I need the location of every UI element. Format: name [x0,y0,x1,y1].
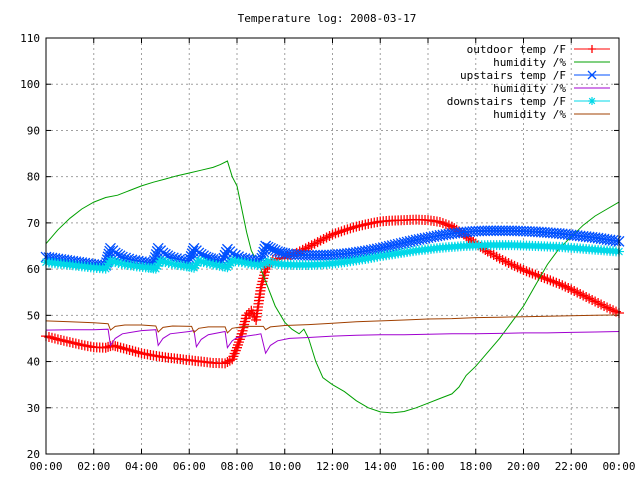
data-point [152,261,163,272]
y-tick-label: 70 [27,217,40,230]
legend-label: humidity /% [493,56,566,69]
x-tick-label: 06:00 [173,460,206,473]
legend-label: outdoor temp /F [467,43,566,56]
data-point [255,260,266,271]
data-point [157,256,168,267]
data-point [265,257,276,268]
data-point [193,255,204,266]
x-tick-label: 18:00 [459,460,492,473]
data-point [208,259,219,270]
axes: 20 30 40 50 60 70 80 90 100 110 00:00 02:00 04:00 06:… [20,32,635,473]
x-tick-label: 02:00 [77,460,110,473]
y-tick-label: 50 [27,309,40,322]
x-tick-label: 08:00 [220,460,253,473]
data-point [100,263,111,274]
data-point [102,261,113,272]
data-point [155,255,166,266]
data-point [211,260,222,271]
x-tick-label: 14:00 [364,460,397,473]
data-point [201,257,212,268]
data-point [222,357,233,368]
series-0 [41,214,624,369]
y-tick-label: 40 [27,356,40,369]
y-tick-label: 60 [27,263,40,276]
data-point [236,257,247,268]
data-point [220,246,232,258]
x-tick-label: 20:00 [507,460,540,473]
data-point [105,255,116,266]
legend-marker [587,70,597,80]
x-tick-label: 22:00 [555,460,588,473]
data-point [260,257,271,268]
data-point [100,342,111,353]
x-tick-label: 00:00 [602,460,635,473]
data-point [103,258,114,269]
data-point [196,256,207,267]
data-point [113,257,124,268]
data-point [107,256,118,267]
legend-label: humidity /% [493,82,566,95]
data-point [110,341,121,352]
y-tick-label: 80 [27,171,40,184]
data-point [162,250,174,262]
data-point [116,258,127,269]
data-point [214,260,225,271]
data-point [258,259,269,270]
data-point [160,257,171,268]
y-tick-label: 90 [27,124,40,137]
x-tick-label: 16:00 [411,460,444,473]
data-point [263,256,274,267]
legend-marker [588,45,596,53]
x-tick-label: 10:00 [268,460,301,473]
series-lines [40,160,625,414]
data-point [114,250,126,262]
y-tick-label: 100 [20,78,40,91]
y-tick-label: 20 [27,448,40,461]
data-point [103,341,114,352]
data-point [187,245,199,257]
x-tick-label: 12:00 [316,460,349,473]
data-point [267,257,278,268]
series-line [45,328,620,355]
y-tick-label: 110 [20,32,40,45]
data-point [198,257,209,268]
data-point [239,257,250,268]
data-point [241,310,252,321]
x-tick-label: 00:00 [29,460,62,473]
plot-frame [45,37,620,455]
legend-marker [588,97,596,105]
data-point [204,258,215,269]
legend-label: upstairs temp /F [460,69,566,82]
series-5 [45,314,620,334]
data-point [163,257,174,268]
y-tick-label: 30 [27,402,40,415]
series-3 [45,328,620,355]
legend-label: humidity /% [493,108,566,121]
x-tick-label: 04:00 [125,460,158,473]
data-point [110,257,121,268]
data-point [243,258,254,269]
series-4 [41,240,624,274]
data-point [154,258,165,269]
series-line [45,314,620,334]
chart-title: Temperature log: 2008-03-17 [238,12,417,25]
data-point [166,258,177,269]
legend-label: downstairs temp /F [447,95,566,108]
data-point [150,263,161,274]
